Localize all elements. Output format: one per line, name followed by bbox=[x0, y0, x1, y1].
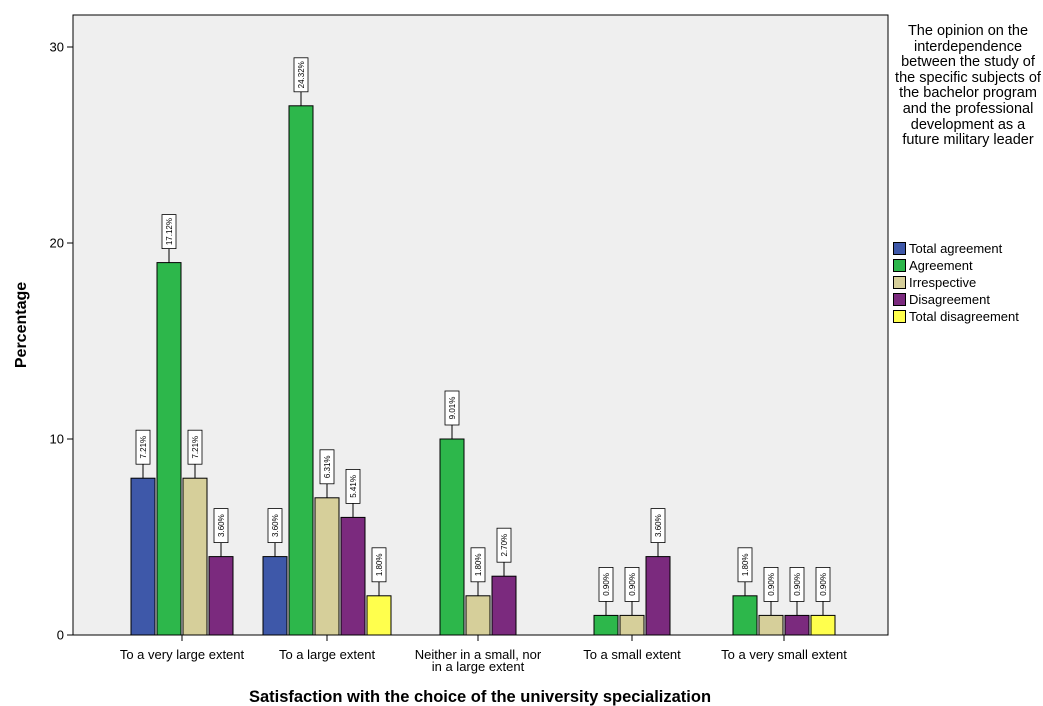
data-label-box bbox=[345, 468, 361, 504]
data-label-box bbox=[598, 567, 614, 602]
data-label-box bbox=[444, 390, 460, 426]
bar bbox=[130, 477, 156, 636]
x-tick-label: To a small extent bbox=[583, 647, 681, 662]
data-label-box bbox=[187, 429, 203, 465]
y-tick-label: 30 bbox=[50, 40, 64, 55]
bars-group: 7.21% 17.12% 7.21% 3.60% 3.60% 24.32% 6.31% 5.4… bbox=[130, 57, 836, 636]
legend-swatch bbox=[893, 293, 906, 306]
data-label-box bbox=[650, 508, 666, 544]
data-label: 3.60% bbox=[217, 514, 226, 537]
legend-label: Irrespective bbox=[909, 275, 977, 290]
legend-item: Agreement bbox=[893, 257, 1043, 274]
bar bbox=[810, 614, 836, 636]
data-label: 3.60% bbox=[654, 514, 663, 537]
legend-swatch bbox=[893, 276, 906, 289]
bar bbox=[182, 477, 208, 636]
legend-item: Total agreement bbox=[893, 240, 1043, 257]
x-axis: To a very large extent To a large extent N… bbox=[120, 635, 847, 674]
data-label: 17.12% bbox=[165, 218, 174, 245]
data-label-box bbox=[763, 567, 779, 602]
data-label-box bbox=[789, 567, 805, 602]
legend-swatch bbox=[893, 259, 906, 272]
bar bbox=[758, 614, 784, 636]
legend-label: Total agreement bbox=[909, 241, 1003, 256]
data-label: 6.31% bbox=[323, 455, 332, 478]
data-label-box bbox=[624, 567, 640, 602]
data-label: 1.80% bbox=[741, 553, 750, 576]
bar bbox=[156, 262, 182, 636]
legend-label: Total disagreement bbox=[909, 309, 1019, 324]
data-label: 2.70% bbox=[500, 534, 509, 557]
data-label: 0.90% bbox=[767, 573, 776, 596]
bar bbox=[208, 556, 234, 636]
legend: Total agreement Agreement Irrespective Disa… bbox=[893, 240, 1043, 325]
legend-label: Disagreement bbox=[909, 292, 990, 307]
data-label-box bbox=[371, 547, 387, 583]
data-label-box bbox=[470, 547, 486, 583]
legend-label: Agreement bbox=[909, 258, 973, 273]
x-axis-label: Satisfaction with the choice of the univ… bbox=[249, 688, 711, 706]
legend-title: The opinion on the interdependence betwe… bbox=[895, 23, 1041, 149]
x-tick-label: To a large extent bbox=[279, 647, 376, 662]
data-label: 7.21% bbox=[191, 436, 200, 459]
bar bbox=[784, 614, 810, 636]
legend-item: Total disagreement bbox=[893, 308, 1043, 325]
data-label: 0.90% bbox=[793, 573, 802, 596]
bar bbox=[465, 595, 491, 636]
bar bbox=[439, 438, 465, 636]
bar bbox=[288, 105, 314, 636]
data-label: 1.80% bbox=[474, 553, 483, 576]
bar bbox=[366, 595, 392, 636]
data-label: 3.60% bbox=[271, 514, 280, 537]
data-label: 0.90% bbox=[819, 573, 828, 596]
data-label-box bbox=[293, 57, 309, 93]
data-label: 0.90% bbox=[602, 573, 611, 596]
bar bbox=[262, 556, 288, 636]
data-label-box bbox=[161, 214, 177, 250]
legend-swatch bbox=[893, 242, 906, 255]
legend-item: Irrespective bbox=[893, 274, 1043, 291]
bar bbox=[340, 516, 366, 636]
data-label: 7.21% bbox=[139, 436, 148, 459]
data-label-box bbox=[737, 547, 753, 583]
data-label: 24.32% bbox=[297, 61, 306, 88]
plot-area bbox=[72, 14, 889, 636]
data-label: 9.01% bbox=[448, 397, 457, 420]
bar bbox=[645, 556, 671, 636]
data-label: 0.90% bbox=[628, 573, 637, 596]
data-label: 5.41% bbox=[349, 475, 358, 498]
data-label-box bbox=[135, 429, 151, 465]
y-axis: 0 10 20 30 bbox=[50, 40, 73, 643]
data-label-box bbox=[496, 527, 512, 563]
bar bbox=[593, 614, 619, 636]
y-axis-label: Percentage bbox=[13, 282, 30, 368]
data-label-box bbox=[213, 508, 229, 544]
data-label: 1.80% bbox=[375, 553, 384, 576]
x-tick-label: in a large extent bbox=[432, 659, 525, 674]
bar bbox=[314, 497, 340, 636]
y-tick-label: 20 bbox=[50, 236, 64, 251]
legend-item: Disagreement bbox=[893, 291, 1043, 308]
legend-swatch bbox=[893, 310, 906, 323]
data-label-box bbox=[815, 567, 831, 602]
data-label-box bbox=[319, 449, 335, 485]
x-tick-label: To a very large extent bbox=[120, 647, 245, 662]
bar bbox=[619, 614, 645, 636]
y-tick-label: 10 bbox=[50, 432, 64, 447]
data-label-box bbox=[267, 508, 283, 544]
x-tick-label: To a very small extent bbox=[721, 647, 847, 662]
bar bbox=[491, 575, 517, 636]
x-tick-label: Neither in a small, nor bbox=[415, 647, 542, 662]
bar bbox=[732, 595, 758, 636]
y-tick-label: 0 bbox=[57, 628, 64, 643]
